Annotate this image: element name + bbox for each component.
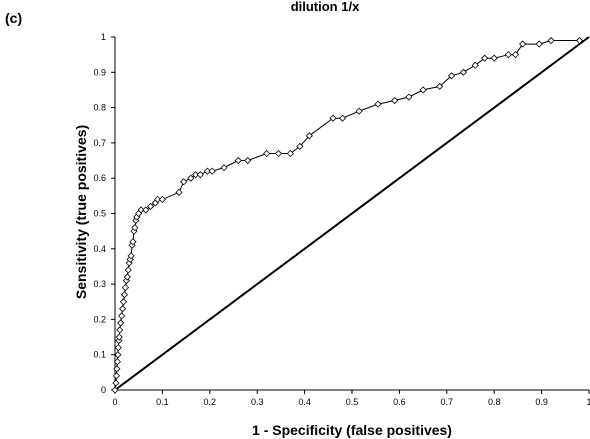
y-tick-label: 0.4 [93, 244, 106, 254]
x-tick-label: 0.8 [488, 397, 501, 407]
y-tick-label: 0.5 [93, 209, 106, 219]
data-point [459, 68, 467, 76]
y-tick-label: 0.6 [93, 173, 106, 183]
x-tick-label: 0.6 [393, 397, 406, 407]
data-point [124, 266, 132, 274]
data-point [274, 149, 283, 158]
data-point [329, 114, 337, 122]
data-point [154, 195, 162, 203]
data-point [244, 156, 252, 165]
y-tick-label: 0.8 [93, 103, 106, 113]
data-point [113, 358, 121, 366]
data-point [504, 51, 512, 59]
data-point [117, 319, 125, 327]
y-tick-label: 0.7 [93, 138, 106, 148]
data-point [196, 171, 204, 179]
data-point [119, 298, 128, 306]
data-point [355, 107, 363, 115]
data-point [113, 365, 121, 373]
x-tick-label: 0.7 [441, 397, 454, 407]
x-tick-label: 0.3 [251, 397, 264, 407]
data-point [234, 156, 242, 165]
data-point [535, 40, 543, 48]
data-point [114, 344, 122, 352]
data-point [115, 333, 123, 341]
data-point [112, 379, 120, 387]
y-tick-label: 0 [101, 385, 106, 395]
roc-series-markers [111, 36, 584, 394]
y-tick-label: 0.3 [93, 279, 106, 289]
data-point [547, 36, 555, 45]
data-point [419, 86, 427, 94]
data-point [192, 171, 200, 179]
data-point [127, 252, 135, 260]
x-tick-label: 0 [112, 397, 117, 407]
data-point [137, 206, 145, 214]
tick-labels: 0 0.1 0.2 0.3 0.4 0.5 0.6 0.7 0.8 0.9 1 0 0.1 0.2 0.3 0… [93, 32, 590, 407]
data-point [116, 326, 124, 334]
data-point [119, 305, 127, 313]
x-tick-label: 0.1 [156, 397, 169, 407]
data-point [338, 114, 347, 122]
data-point [203, 167, 211, 175]
data-point [146, 202, 155, 211]
axes [111, 36, 590, 394]
data-point [220, 164, 228, 172]
data-point [490, 54, 498, 62]
data-point [519, 40, 527, 48]
data-point [142, 206, 150, 214]
data-point [575, 36, 584, 45]
data-point [111, 386, 119, 394]
data-point [296, 142, 304, 150]
data-point [129, 238, 137, 246]
reference-diagonal-line [114, 36, 590, 391]
data-point [120, 291, 129, 299]
data-point [121, 284, 129, 292]
y-tick-label: 0.2 [93, 314, 106, 324]
data-point [263, 149, 271, 158]
data-point [391, 96, 399, 105]
chart-title: dilution 1/x [291, 0, 360, 14]
data-point [158, 195, 166, 203]
x-axis-title: 1 - Specificity (false positives) [252, 422, 452, 438]
x-tick-label: 0.5 [346, 397, 359, 407]
data-point [122, 277, 130, 285]
data-point [481, 54, 489, 62]
y-tick-label: 0.9 [93, 67, 106, 77]
data-point [436, 82, 444, 90]
data-point [447, 72, 456, 80]
y-tick-label: 0.1 [93, 350, 106, 360]
data-point [175, 188, 183, 196]
data-point [511, 51, 520, 59]
data-point [187, 174, 195, 182]
data-point [471, 61, 479, 69]
panel-label: (c) [5, 10, 22, 26]
data-point [180, 178, 188, 186]
data-point [208, 167, 216, 175]
data-point [114, 351, 122, 359]
y-axis-title: Sensitivity (true positives) [73, 125, 89, 299]
data-point [286, 149, 294, 158]
x-tick-label: 0.4 [298, 397, 311, 407]
data-point [112, 372, 120, 380]
data-point [405, 93, 413, 101]
x-tick-label: 0.9 [535, 397, 548, 407]
x-tick-label: 0.2 [204, 397, 217, 407]
data-point [131, 224, 139, 232]
data-point [374, 100, 382, 108]
data-point [118, 312, 126, 320]
data-point [305, 132, 313, 140]
x-tick-label: 1 [586, 397, 590, 407]
y-tick-label: 1 [101, 32, 106, 42]
data-point [123, 273, 131, 281]
